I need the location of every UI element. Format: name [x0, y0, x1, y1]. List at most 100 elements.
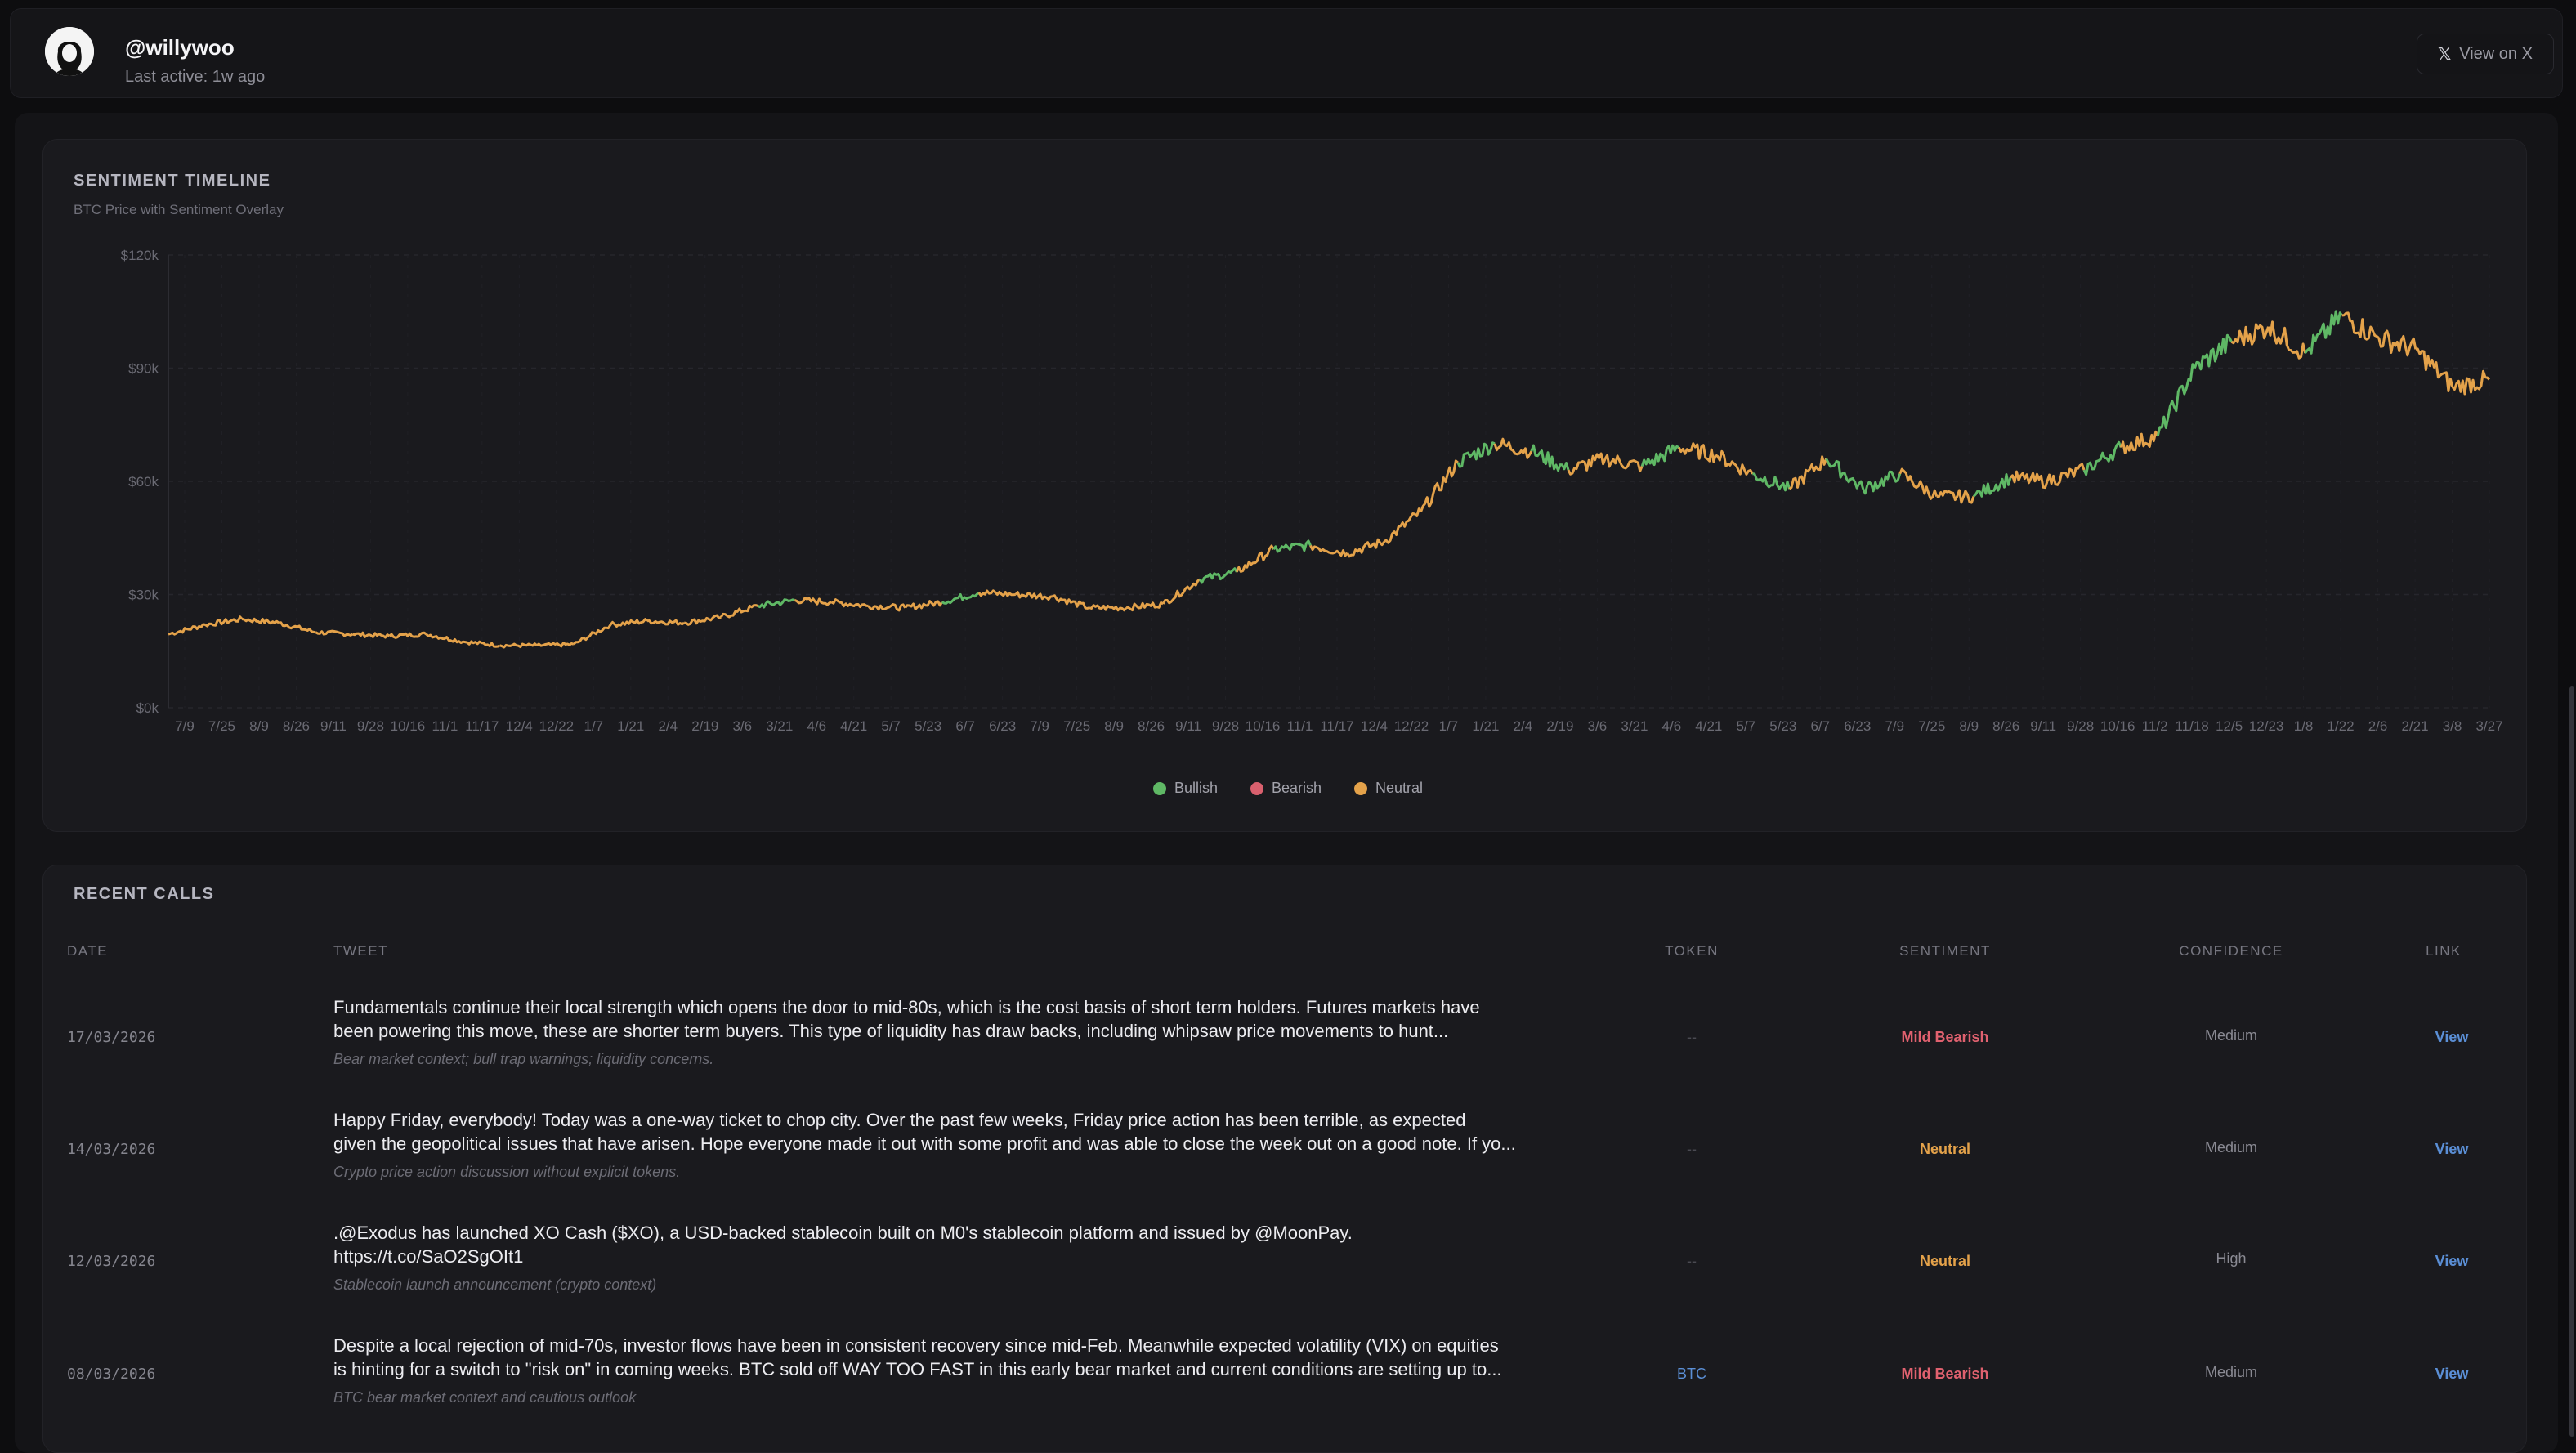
- bearish-dot-icon: [1250, 781, 1263, 795]
- call-confidence: High: [2216, 1250, 2247, 1267]
- price-line-segment: [941, 592, 980, 605]
- price-line-segment: [646, 619, 685, 626]
- price-line-segment: [1014, 591, 1053, 601]
- x-tick-label: 2/19: [1546, 718, 1573, 734]
- avatar[interactable]: [45, 27, 94, 76]
- x-tick-label: 8/26: [1992, 718, 2019, 734]
- x-tick-label: 3/21: [766, 718, 793, 734]
- x-tick-label: 2/19: [691, 718, 718, 734]
- x-tick-label: 6/7: [1810, 718, 1830, 734]
- x-tick-label: 9/28: [2067, 718, 2094, 734]
- x-tick-label: 11/1: [1287, 718, 1313, 734]
- x-tick-label: 10/16: [1246, 718, 1281, 734]
- call-token: --: [1687, 1029, 1697, 1045]
- x-tick-label: 11/17: [465, 718, 499, 734]
- price-line-segment: [904, 600, 943, 610]
- x-tick-label: 12/23: [2249, 718, 2284, 734]
- price-line-segment: [351, 631, 391, 639]
- x-tick-label: 1/8: [2294, 718, 2314, 734]
- col-header-tweet: TWEET: [333, 943, 388, 959]
- x-tick-label: 1/7: [584, 718, 604, 734]
- x-tick-label: 9/28: [357, 718, 384, 734]
- profile-handle: @willywoo: [125, 35, 235, 60]
- price-line-segment: [1161, 578, 1201, 605]
- price-line-segment: [977, 589, 1016, 597]
- price-line-segment: [830, 598, 869, 608]
- price-line-segment: [2082, 440, 2122, 476]
- view-tweet-link[interactable]: View: [2435, 1253, 2469, 1269]
- recent-calls-title: RECENT CALLS: [74, 885, 215, 903]
- x-tick-label: 12/22: [539, 718, 575, 734]
- x-tick-label: 2/6: [2368, 718, 2388, 734]
- avatar-portrait-icon: [45, 27, 94, 76]
- view-on-x-button[interactable]: 𝕏 View on X: [2417, 34, 2554, 74]
- x-tick-label: 1/22: [2328, 718, 2355, 734]
- price-line-segment: [2009, 470, 2049, 490]
- scrollbar[interactable]: [2568, 0, 2576, 1437]
- x-tick-label: 12/5: [2216, 718, 2243, 734]
- call-tweet[interactable]: Despite a local rejection of mid-70s, in…: [333, 1334, 1625, 1381]
- x-tick-label: 11/1: [432, 718, 458, 734]
- last-active: Last active: 1w ago: [125, 68, 266, 86]
- x-tick-label: 2/4: [658, 718, 678, 734]
- price-line-segment: [609, 618, 648, 628]
- y-tick-label: $90k: [128, 361, 159, 377]
- call-sentiment: Mild Bearish: [1901, 1029, 1989, 1045]
- call-confidence: Medium: [2204, 1364, 2258, 1380]
- call-tweet[interactable]: Fundamentals continue their local streng…: [333, 995, 1625, 1043]
- x-logo-icon: 𝕏: [2438, 45, 2452, 64]
- x-tick-label: 4/6: [807, 718, 826, 734]
- tweet-line: Despite a local rejection of mid-70s, in…: [333, 1335, 1499, 1356]
- view-tweet-link[interactable]: View: [2435, 1029, 2469, 1045]
- scrollbar-thumb[interactable]: [2569, 686, 2574, 1437]
- price-line-segment: [2304, 310, 2343, 355]
- price-line-segment: [1972, 473, 2012, 498]
- call-token: --: [1687, 1141, 1697, 1157]
- price-line-segment: [719, 604, 758, 619]
- x-tick-label: 10/16: [2100, 718, 2135, 734]
- x-tick-label: 7/25: [208, 718, 235, 734]
- price-line-segment: [1715, 449, 1754, 476]
- price-line-segment: [1198, 567, 1238, 584]
- price-line-segment: [683, 614, 722, 626]
- x-tick-label: 5/23: [1769, 718, 1796, 734]
- price-line-segment: [2267, 320, 2307, 360]
- price-line-segment: [1272, 539, 1312, 553]
- price-line-segment: [2046, 463, 2086, 486]
- price-line-segment: [2451, 369, 2491, 396]
- col-header-sentiment: SENTIMENT: [1899, 943, 1991, 959]
- call-confidence: Medium: [2204, 1139, 2258, 1156]
- legend-bearish[interactable]: Bearish: [1250, 780, 1322, 797]
- x-tick-label: 7/25: [1918, 718, 1945, 734]
- price-line-segment: [572, 624, 612, 646]
- call-note: Crypto price action discussion without e…: [333, 1164, 681, 1180]
- price-line-segment: [1898, 467, 1939, 500]
- x-tick-label: 6/23: [989, 718, 1016, 734]
- price-line-segment: [1089, 604, 1128, 612]
- x-tick-label: 8/26: [283, 718, 310, 734]
- call-tweet[interactable]: Happy Friday, everybody! Today was a one…: [333, 1108, 1625, 1156]
- view-tweet-link[interactable]: View: [2435, 1141, 2469, 1157]
- view-tweet-link[interactable]: View: [2435, 1366, 2469, 1382]
- x-tick-label: 9/11: [320, 718, 347, 734]
- x-tick-label: 3/8: [2443, 718, 2462, 734]
- x-tick-label: 8/9: [249, 718, 269, 734]
- price-line-segment: [1936, 489, 1975, 504]
- col-header-link: LINK: [2426, 943, 2462, 959]
- y-tick-label: $30k: [128, 588, 159, 603]
- x-tick-label: 3/6: [1588, 718, 1608, 734]
- tweet-line: been powering this move, these are short…: [333, 1021, 1449, 1041]
- legend-neutral[interactable]: Neutral: [1354, 780, 1423, 797]
- x-tick-label: 2/21: [2401, 718, 2428, 734]
- price-line-segment: [204, 615, 244, 628]
- btc-sentiment-chart[interactable]: $0k $30k $60k $90k $120k 7/9 7/25 8/9 8/26 9/11 9/…: [0, 0, 2576, 785]
- x-tick-label: 9/11: [1175, 718, 1201, 734]
- legend-bullish[interactable]: Bullish: [1152, 780, 1218, 797]
- call-tweet[interactable]: .@Exodus has launched XO Cash ($XO), a U…: [333, 1221, 1625, 1268]
- table-row: 17/03/2026 Fundamentals continue their l…: [49, 989, 2525, 1102]
- x-tick-label: 11/2: [2142, 718, 2168, 734]
- x-tick-label: 8/9: [1959, 718, 1979, 734]
- call-token[interactable]: BTC: [1677, 1366, 1706, 1382]
- price-line-segment: [757, 598, 795, 609]
- view-on-x-label: View on X: [2459, 44, 2533, 63]
